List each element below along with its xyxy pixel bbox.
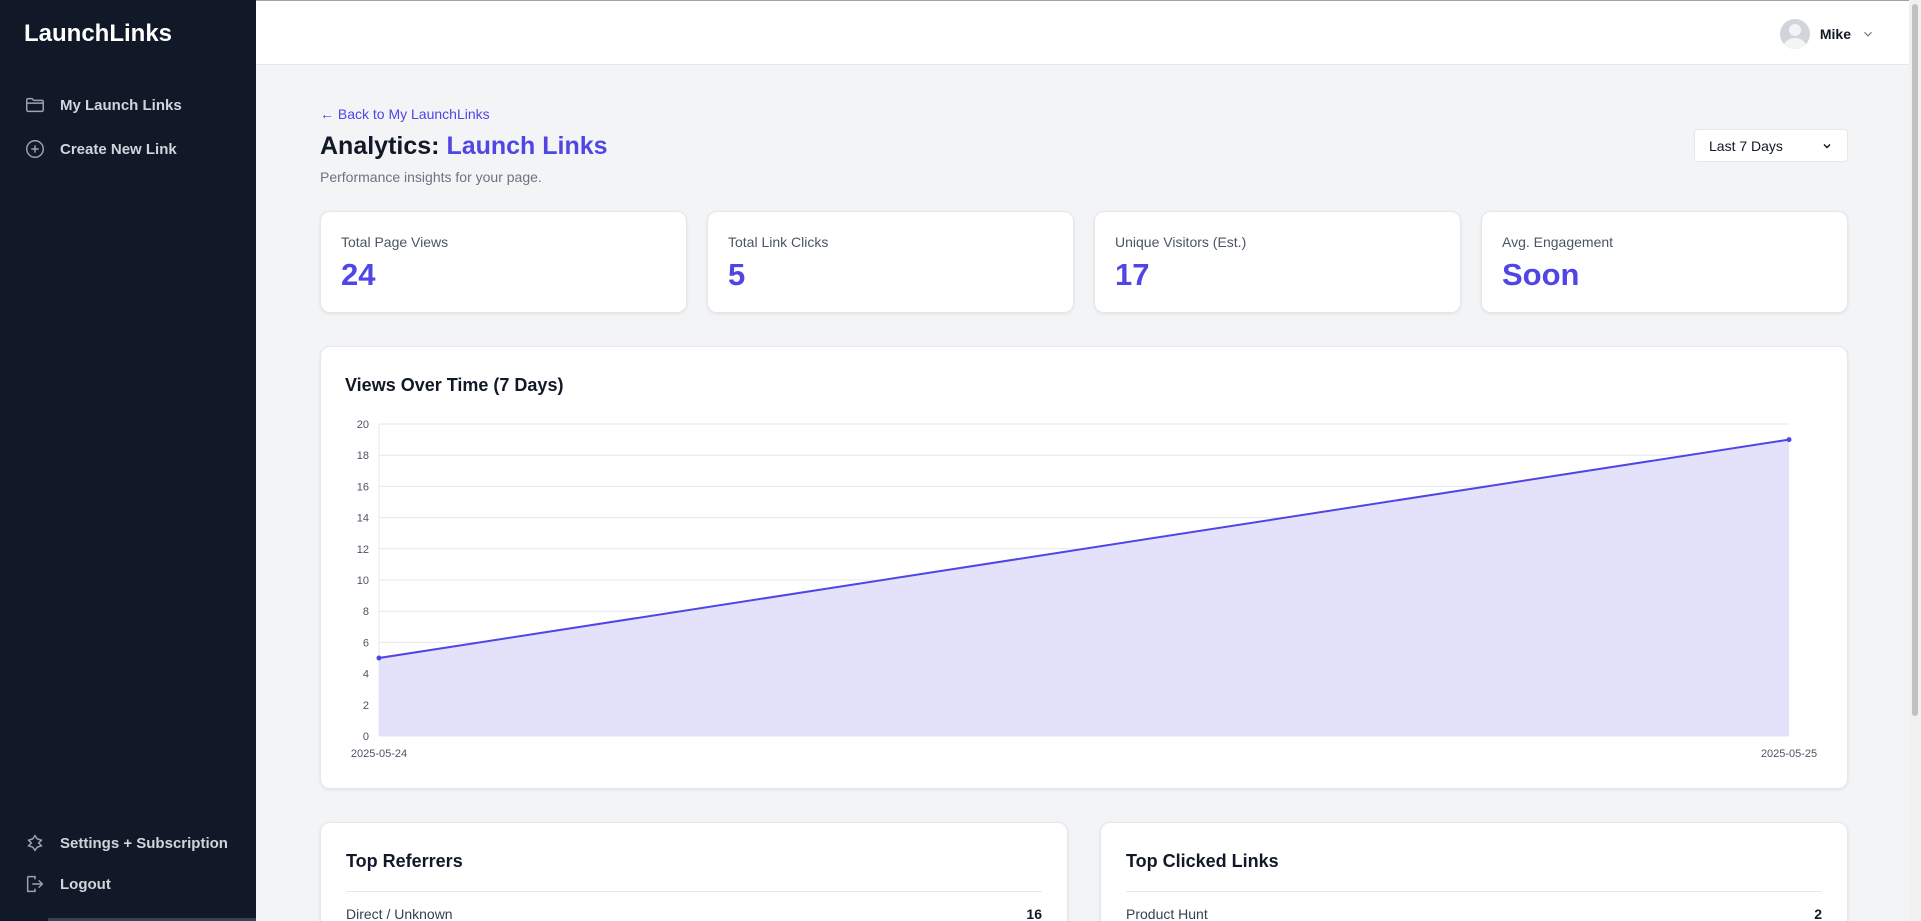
date-range-value: Last 7 Days — [1709, 137, 1783, 154]
y-tick-label: 8 — [363, 606, 369, 618]
title-prefix: Analytics: — [320, 132, 447, 160]
brand-logo[interactable]: LaunchLinks — [24, 20, 173, 47]
stat-value: 24 — [341, 257, 376, 292]
chart-title: Views Over Time (7 Days) — [345, 375, 564, 395]
stat-card-avg-engagement: Avg. Engagement Soon — [1481, 211, 1848, 313]
stat-label: Avg. Engagement — [1502, 234, 1614, 250]
card-title: Top Referrers — [346, 851, 463, 871]
link-label: Product Hunt — [1126, 906, 1208, 921]
sidebar-item-my-launch-links[interactable]: My Launch Links — [24, 94, 182, 116]
list-item: Product Hunt 2 — [1126, 906, 1822, 921]
sidebar: LaunchLinks My Launch Links Create New L… — [0, 0, 256, 921]
sidebar-item-label: Settings + Subscription — [60, 834, 228, 852]
stat-value: 17 — [1115, 257, 1150, 292]
date-range-select[interactable]: Last 7 Days — [1694, 129, 1848, 162]
referrer-count: 16 — [1026, 906, 1042, 921]
link-count: 2 — [1814, 906, 1822, 921]
y-tick-label: 12 — [357, 544, 369, 556]
stat-card-link-clicks: Total Link Clicks 5 — [707, 211, 1074, 313]
y-tick-label: 4 — [363, 669, 369, 681]
y-tick-label: 20 — [357, 419, 369, 431]
sidebar-item-settings[interactable]: Settings + Subscription — [24, 832, 228, 854]
stat-label: Total Page Views — [341, 234, 449, 250]
top-referrers-card: Top Referrers Direct / Unknown 16 — [320, 822, 1068, 921]
list-item: Direct / Unknown 16 — [346, 906, 1042, 921]
stat-card-unique-visitors: Unique Visitors (Est.) 17 — [1094, 211, 1461, 313]
stat-card-page-views: Total Page Views 24 — [320, 211, 687, 313]
y-tick-label: 2 — [363, 700, 369, 712]
sidebar-divider — [48, 918, 256, 921]
settings-icon — [27, 834, 43, 852]
back-link[interactable]: ← Back to My LaunchLinks — [320, 106, 490, 122]
page-title: Analytics: Launch Links — [320, 132, 608, 161]
sidebar-item-create-new-link[interactable]: Create New Link — [24, 138, 177, 160]
y-tick-label: 18 — [357, 450, 369, 462]
x-tick-label: 2025-05-24 — [351, 748, 407, 760]
y-tick-label: 10 — [357, 575, 369, 587]
data-point — [1786, 437, 1792, 443]
y-tick-label: 16 — [357, 481, 369, 493]
x-tick-label: 2025-05-25 — [1761, 748, 1817, 760]
user-name: Mike — [1819, 26, 1851, 42]
top-bar: Mike — [256, 0, 1921, 65]
logout-icon — [26, 875, 44, 893]
chevron-down-icon — [1864, 31, 1872, 37]
series-line — [378, 438, 1790, 659]
stat-value: Soon — [1502, 257, 1580, 292]
page-subtitle: Performance insights for your page. — [320, 169, 542, 185]
user-menu[interactable]: Mike — [1779, 19, 1875, 49]
divider — [1126, 891, 1822, 892]
sidebar-item-logout[interactable]: Logout — [24, 873, 111, 895]
plus-circle-icon — [26, 140, 44, 158]
chevron-down-icon — [1823, 143, 1831, 149]
stat-label: Total Link Clicks — [728, 234, 829, 250]
sidebar-item-label: Create New Link — [60, 140, 177, 158]
views-chart[interactable]: 0 2 4 6 8 10 12 14 16 18 20 2025-05-24 2025-05-25 — [321, 347, 1849, 790]
series-area — [379, 439, 1789, 736]
y-tick-label: 6 — [363, 637, 369, 649]
sidebar-item-label: Logout — [60, 875, 111, 893]
views-chart-card: Views Over Time (7 Days) 0 2 4 6 8 10 12 14 16 18… — [320, 346, 1848, 789]
divider — [346, 891, 1042, 892]
scrollbar-thumb[interactable] — [1912, 4, 1918, 716]
stat-label: Unique Visitors (Est.) — [1115, 234, 1247, 250]
card-title: Top Clicked Links — [1126, 851, 1279, 871]
stat-value: 5 — [728, 257, 746, 292]
referrer-label: Direct / Unknown — [346, 906, 453, 921]
folder-icon — [26, 97, 44, 113]
data-point — [376, 655, 382, 661]
y-tick-label: 0 — [363, 731, 369, 743]
sidebar-item-label: My Launch Links — [60, 96, 182, 114]
title-accent: Launch Links — [446, 132, 608, 160]
top-clicked-links-card: Top Clicked Links Product Hunt 2 — [1100, 822, 1848, 921]
y-tick-label: 14 — [357, 513, 369, 525]
avatar — [1779, 19, 1810, 49]
scrollbar[interactable] — [1909, 0, 1921, 921]
